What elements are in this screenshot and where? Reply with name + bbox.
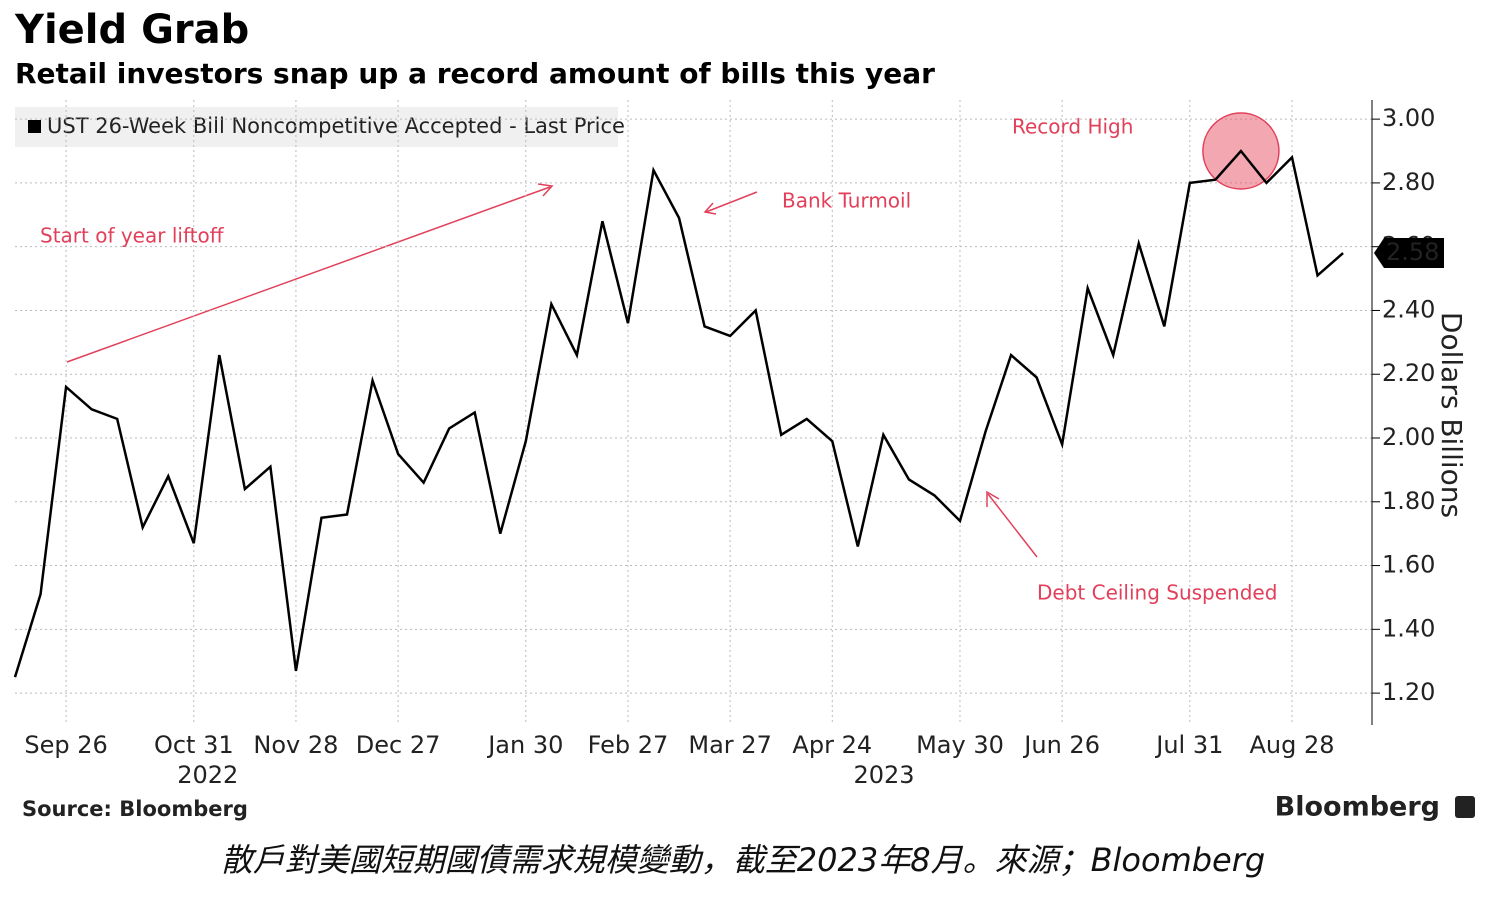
chart-title: Yield Grab [14,7,249,53]
x-tick-label: Mar 27 [688,731,771,759]
brand: Bloomberg [1275,792,1440,823]
annotation-arrows [66,183,1038,558]
series-line [13,149,1344,678]
x-tick-label: Jun 26 [1022,731,1100,759]
last-value-box [1374,238,1444,269]
legend-swatch [28,120,41,133]
x-tick-label: Jan 30 [486,731,563,759]
x-tick-label: Jul 31 [1154,731,1223,759]
source: Source: Bloomberg [22,797,248,821]
x-tick-label: Sep 26 [24,731,107,759]
y-tick-label: 1.80 [1382,487,1435,515]
x-tick-label: Aug 28 [1249,731,1334,759]
legend-box [15,107,618,147]
brand-icon [1455,796,1475,818]
y-tick-label: 2.40 [1382,295,1435,323]
y-axis-label: Dollars Billions [1435,312,1468,518]
y-tick-label: 1.40 [1382,614,1435,642]
legend-entry: UST 26-Week Bill Noncompetitive Accepted… [47,114,625,138]
x-tick-label: May 30 [916,731,1004,759]
annotation: Record High [1012,115,1133,139]
y-tick-label: 2.00 [1382,423,1435,451]
x-tick-label: Nov 28 [253,731,338,759]
caption: 散戶對美國短期國債需求規模變動，截至2023年8月。來源；Bloomberg [221,841,1265,879]
chart-subtitle: Retail investors snap up a record amount… [15,57,935,90]
y-tick-label: 3.00 [1382,104,1435,132]
year-label: 2023 [853,761,914,789]
x-tick-label: Oct 31 [154,731,234,759]
y-tick-label: 1.60 [1382,551,1435,579]
y-tick-label: 2.20 [1382,359,1435,387]
year-label: 2022 [177,761,238,789]
annotation: Start of year liftoff [40,224,225,248]
annotation: Bank Turmoil [782,189,911,213]
x-tick-label: Feb 27 [588,731,669,759]
y-tick-label: 1.20 [1382,678,1435,706]
x-tick-label: Apr 24 [792,731,872,759]
last-value-label: 2.58 [1386,238,1439,266]
annotation: Debt Ceiling Suspended [1037,581,1277,605]
y-tick-label: 2.80 [1382,168,1435,196]
x-tick-label: Dec 27 [356,731,441,759]
